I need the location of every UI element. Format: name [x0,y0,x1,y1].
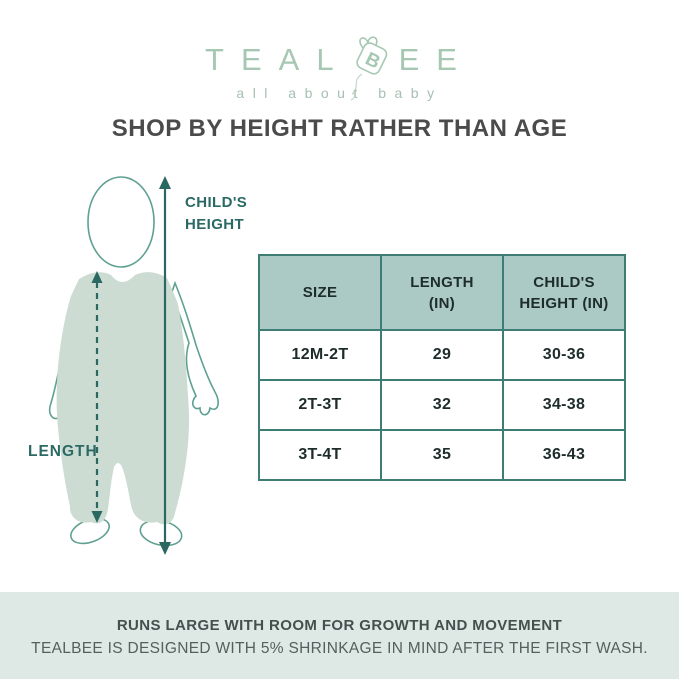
footer-bold-note: RUNS LARGE WITH ROOM FOR GROWTH AND MOVE… [116,617,563,634]
table-header-row: SIZE LENGTH (IN) CHILD'S HEIGHT (IN) [258,254,626,331]
table-cell-length: 32 [380,379,504,431]
table-cell-size: 3T-4T [258,429,382,481]
baby-romper [56,272,190,525]
table-cell-size: 2T-3T [258,379,382,431]
table-row: 12M-2T 29 30-36 [258,329,626,381]
table-header-childs-height: CHILD'S HEIGHT (IN) [502,254,626,331]
childs-height-label-line1: CHILD'S [185,194,248,211]
baby-drawing [48,176,219,555]
table-cell-length: 29 [380,329,504,381]
table-row: 3T-4T 35 36-43 [258,429,626,481]
length-arrow [91,271,103,523]
table-cell-height: 36-43 [502,429,626,481]
table-cell-length: 35 [380,429,504,481]
bee-flight-trail [350,73,362,101]
brand-logo: TEAL B EE [0,36,679,108]
table-row: 2T-3T 32 34-38 [258,379,626,431]
page-title: SHOP BY HEIGHT RATHER THAN AGE [111,115,568,142]
brand-tagline: all about baby [236,85,443,101]
size-table: SIZE LENGTH (IN) CHILD'S HEIGHT (IN) 12M… [258,254,626,481]
brand-name-left: TEAL [205,42,351,77]
table-cell-height: 34-38 [502,379,626,431]
footer-note-bar: RUNS LARGE WITH ROOM FOR GROWTH AND MOVE… [0,592,679,679]
baby-illustration [15,165,250,575]
table-header-length: LENGTH (IN) [380,254,504,331]
childs-height-label: CHILD'S HEIGHT [185,192,247,236]
bee-body [355,42,387,75]
table-header-size: SIZE [258,254,382,331]
brand-name-right: EE [398,42,474,77]
baby-right-arm [170,280,219,416]
table-cell-size: 12M-2T [258,329,382,381]
baby-head [87,176,155,268]
height-arrow [159,176,171,555]
table-cell-height: 30-36 [502,329,626,381]
length-label: LENGTH [28,443,98,460]
childs-height-label-line2: HEIGHT [185,216,245,233]
bee-icon: B [350,36,387,101]
footer-shrinkage-note: TEALBEE IS DESIGNED WITH 5% SHRINKAGE IN… [31,640,648,657]
